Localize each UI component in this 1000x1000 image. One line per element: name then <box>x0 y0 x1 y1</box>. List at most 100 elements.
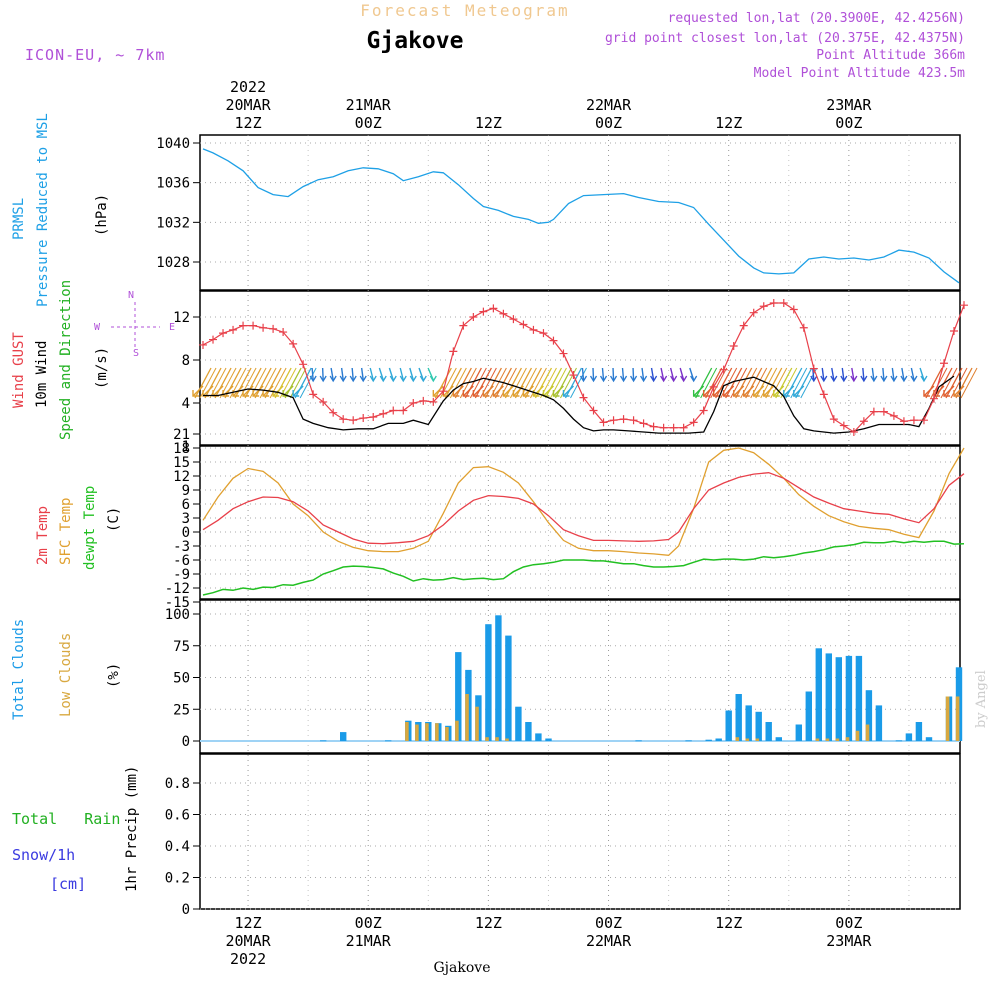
time-label: 21MAR <box>346 96 392 114</box>
wind-hatch <box>444 367 462 399</box>
wind-arrow <box>409 367 414 381</box>
temp-tick-label: 6 <box>182 497 190 513</box>
low-cloud-bar <box>475 706 479 741</box>
gust-marker <box>539 329 548 338</box>
total-cloud-bar <box>795 724 802 741</box>
wind-hatch <box>725 367 743 399</box>
gust-marker <box>389 406 398 415</box>
wind-hatch <box>945 367 963 399</box>
gust-marker <box>819 390 828 399</box>
gust-marker <box>449 347 458 356</box>
time-label: 00Z <box>355 114 382 132</box>
wind-hatch <box>254 367 272 399</box>
sfc-temp-line <box>202 447 965 556</box>
wind-arrow-head <box>262 390 270 397</box>
snow-label: Snow/1h <box>12 846 75 864</box>
wind-hatch <box>514 367 532 399</box>
wind-arrow <box>851 367 855 381</box>
low-clouds-label: Low Clouds <box>58 633 74 717</box>
wind-hatch <box>960 367 978 399</box>
wind-arrow <box>311 367 314 381</box>
compass-north: N <box>128 290 134 301</box>
wind-arrow-head <box>870 375 878 383</box>
gust-marker <box>949 326 958 335</box>
wind-arrow <box>388 367 394 381</box>
wind-hatch <box>925 367 943 399</box>
wind-arrow <box>953 385 965 397</box>
gust-marker <box>569 371 578 380</box>
wind-arrow <box>562 385 574 397</box>
wind-hatch <box>474 367 492 399</box>
low-cloud-bar <box>445 727 449 741</box>
wind-arrow <box>427 367 434 381</box>
precip-axis-label: 1hr Precip (mm) <box>124 766 140 892</box>
total-cloud-bar <box>745 705 752 741</box>
wind-arrow <box>669 367 675 381</box>
temp-tick-label: 9 <box>182 483 190 499</box>
wind-arrow-head <box>589 375 598 383</box>
point-altitude: Point Altitude 366m <box>816 48 965 63</box>
wind-arrow-head <box>650 375 658 383</box>
temp-unit: (C) <box>106 507 122 532</box>
temp-2m-label: 2m Temp <box>35 506 51 565</box>
low-cloud-bar <box>815 738 820 741</box>
wind-arrow-head <box>329 375 337 383</box>
time-label: 20MAR <box>225 96 271 114</box>
wind-arrow <box>442 385 454 397</box>
gust-marker <box>869 407 878 416</box>
temp-tick-label: 3 <box>182 511 190 527</box>
gust-marker <box>429 397 438 406</box>
total-cloud-bar <box>825 653 832 741</box>
total-cloud-bar <box>805 691 812 741</box>
temp-tick-label: 18 <box>173 441 190 457</box>
low-cloud-bar <box>405 722 409 741</box>
wind-arrow-head <box>670 375 678 383</box>
wind-arrow-head <box>680 375 688 383</box>
wind-arrow <box>910 367 915 381</box>
wind-arrow <box>192 385 204 397</box>
wind-arrow-head <box>502 390 510 397</box>
wind-arrow-head <box>512 390 520 397</box>
wind-arrow-head <box>562 390 570 397</box>
pressure-series <box>202 148 960 284</box>
time-label: 00Z <box>835 914 862 932</box>
wind-arrow <box>723 385 735 397</box>
wind-hatch <box>294 367 312 399</box>
wind-arrow <box>812 367 815 381</box>
wind-arrow-head <box>943 390 950 397</box>
wind-arrow <box>831 367 835 381</box>
total-cloud-bar <box>715 738 722 741</box>
wind-arrow-head <box>692 390 700 397</box>
total-cloud-bar <box>635 740 642 742</box>
model-altitude: Model Point Altitude 423.5m <box>754 66 965 81</box>
wind-arrow <box>369 367 374 381</box>
wind-arrow-head <box>252 390 260 397</box>
gust-marker <box>689 418 698 427</box>
wind-arrow <box>871 367 875 381</box>
temp-tick-label: -9 <box>173 567 190 583</box>
gust-marker <box>769 299 778 308</box>
total-cloud-bar <box>765 722 772 741</box>
wind-arrow <box>923 385 935 397</box>
total-cloud-bar <box>905 733 913 741</box>
wind-top-tick-label: 1 <box>182 439 190 455</box>
wind-arrow <box>330 367 334 381</box>
wind-arrow <box>552 385 564 397</box>
precip-tick-label: 0.8 <box>165 776 190 792</box>
gust-marker <box>509 315 518 324</box>
time-label: 20MAR <box>225 932 271 950</box>
wind-arrow <box>862 367 865 381</box>
gust-marker <box>259 323 268 332</box>
temp-tick-label: -6 <box>173 553 190 569</box>
wind-arrow-head <box>432 390 440 397</box>
temp-tick-label: 0 <box>182 525 190 541</box>
wind-arrow <box>592 367 595 381</box>
wind-arrow-head <box>399 375 407 383</box>
low-cloud-bar <box>495 737 499 741</box>
wind-arrow-head <box>773 390 780 397</box>
total-cloud-bar <box>855 655 863 741</box>
temp-tick-label: -12 <box>165 581 190 597</box>
total-cloud-bar <box>485 624 492 741</box>
precip-tick-label: 0.2 <box>165 871 190 887</box>
total-cloud-bar <box>705 739 712 741</box>
